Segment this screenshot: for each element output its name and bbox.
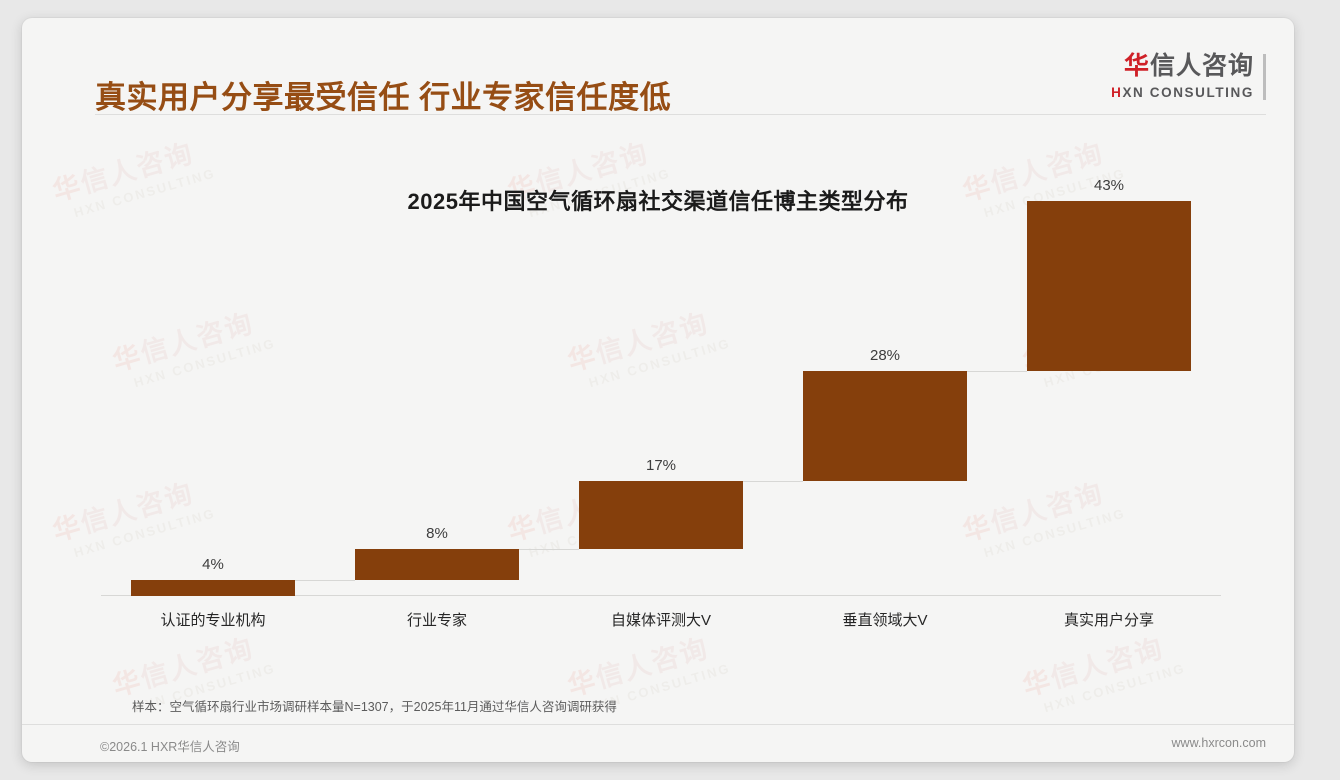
bar-value-label: 17% xyxy=(645,457,677,475)
slide-card: 华信人咨询 HXN CONSULTING 华信人咨询 HXN CONSULTING 华信… xyxy=(22,18,1294,762)
bar-value-label: 8% xyxy=(426,524,448,542)
page-title: 真实用户分享最受信任 行业专家信任度低 xyxy=(95,80,672,115)
slide-footer: 样本：空气循环扇行业市场调研样本量N=1307，于2025年11月通过华信人咨询… xyxy=(22,676,1294,762)
waterfall-connector xyxy=(519,548,579,550)
category-label: 认证的专业机构 xyxy=(160,612,266,629)
waterfall-connector xyxy=(743,481,803,483)
chart-title: 2025年中国空气循环扇社交渠道信任博主类型分布 xyxy=(407,189,909,214)
bar-value-label: 28% xyxy=(869,346,901,364)
category-label: 行业专家 xyxy=(406,612,467,629)
brand-logo: 华信人咨询 HXN CONSULTING xyxy=(1111,54,1266,100)
logo-en-rest: XN CONSULTING xyxy=(1122,85,1254,100)
chart-container: 2025年中国空气循环扇社交渠道信任博主类型分布 4% 8% 17% 28% 43% 认… xyxy=(22,116,1294,676)
logo-en-red-char: H xyxy=(1111,85,1123,100)
waterfall-bar[interactable] xyxy=(131,580,295,596)
waterfall-bar[interactable] xyxy=(355,548,519,581)
website-url[interactable]: www.hxrcon.com xyxy=(1171,736,1266,750)
logo-chinese-text: 华信人咨询 xyxy=(1111,54,1254,79)
bar-value-label: 43% xyxy=(1093,177,1125,194)
copyright-text: ©2026.1 HXR华信人咨询 xyxy=(100,740,240,754)
header-divider xyxy=(95,114,1266,115)
category-label: 真实用户分享 xyxy=(1063,612,1154,629)
footer-divider xyxy=(22,724,1294,725)
waterfall-connector xyxy=(295,580,355,582)
slide-header: 真实用户分享最受信任 行业专家信任度低 华信人咨询 HXN CONSULTING xyxy=(22,18,1294,116)
category-label: 自媒体评测大V xyxy=(610,612,711,629)
logo-cn-red-char: 华 xyxy=(1123,52,1150,80)
sample-note: 样本：空气循环扇行业市场调研样本量N=1307，于2025年11月通过华信人咨询… xyxy=(132,700,617,714)
waterfall-bar[interactable] xyxy=(579,481,743,549)
bar-value-label: 4% xyxy=(202,556,224,574)
waterfall-bar[interactable] xyxy=(803,370,967,482)
category-label: 垂直领域大V xyxy=(842,612,928,629)
logo-english-text: HXN CONSULTING xyxy=(1111,86,1254,100)
waterfall-bar[interactable] xyxy=(1027,201,1191,371)
waterfall-plot: 4% 8% 17% 28% 43% 认证的专业机构 行业专家 自媒体评测大V 垂直领域大V 真实… xyxy=(101,177,1221,629)
x-axis-line xyxy=(101,595,1221,596)
waterfall-connector xyxy=(967,370,1027,372)
logo-cn-rest: 信人咨询 xyxy=(1149,52,1254,80)
